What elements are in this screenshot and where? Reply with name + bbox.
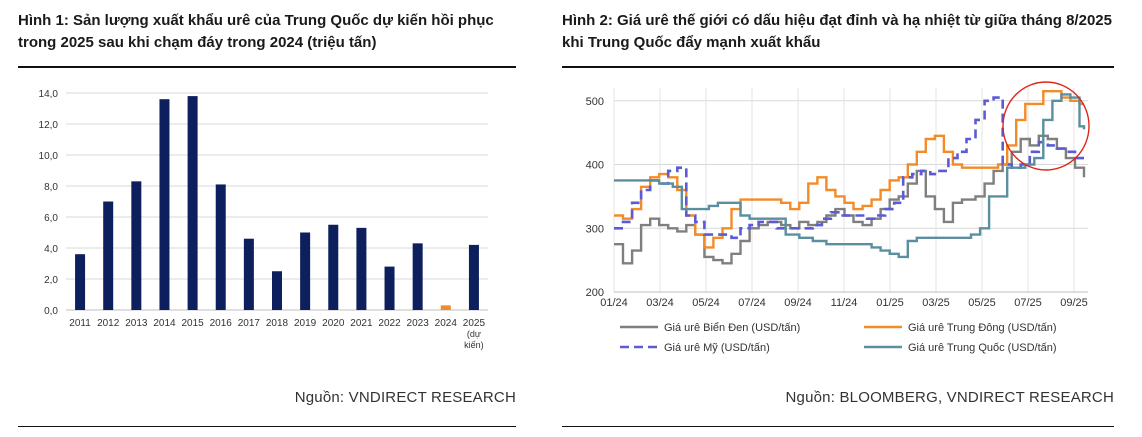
- bar-2016: [215, 184, 226, 310]
- bar-2014: [159, 99, 170, 310]
- y-tick-label: 10,0: [39, 151, 59, 162]
- x-tick-label: 07/24: [738, 297, 766, 309]
- x-tick-label: 05/24: [692, 297, 720, 309]
- legend-label: Giá urê Biển Đen (USD/tấn): [664, 322, 800, 334]
- bar-2013: [131, 181, 142, 310]
- x-tick-label: (dự: [467, 329, 481, 339]
- x-tick-label: 11/24: [831, 297, 858, 309]
- y-tick-label: 8,0: [44, 182, 58, 193]
- peak-highlight-circle: [1002, 81, 1090, 171]
- y-tick-label: 400: [586, 160, 604, 172]
- x-tick-label: 2017: [238, 318, 261, 329]
- bar-2022: [384, 266, 395, 310]
- bar-2020: [328, 224, 339, 310]
- x-tick-label: 2015: [181, 318, 204, 329]
- figure-1-top-rule: [18, 66, 516, 68]
- figure-2-bottom-rule: [562, 426, 1114, 427]
- y-tick-label: 2,0: [44, 275, 58, 286]
- x-tick-label: 2023: [407, 318, 430, 329]
- urea-price-line-chart: 200 300 400 500 01/24 03/24 05/24 07/24 09/24 11/…: [586, 81, 1090, 354]
- x-tick-label: 2011: [69, 318, 91, 329]
- bar-2024: [440, 305, 451, 310]
- x-tick-label: 2019: [294, 318, 317, 329]
- x-tick-label: 03/24: [646, 297, 674, 309]
- x-tick-label: 2020: [322, 318, 345, 329]
- bar-2023: [412, 243, 423, 310]
- y-tick-label: 500: [586, 96, 604, 108]
- x-tick-label: 07/25: [1014, 297, 1042, 309]
- series-line-4: [614, 93, 1086, 259]
- legend-label: Giá urê Trung Đông (USD/tấn): [908, 322, 1057, 334]
- y-tick-label: 200: [586, 287, 604, 299]
- series-line-2: [614, 90, 1084, 249]
- bar-2025: [468, 244, 479, 310]
- y-tick-label: 12,0: [39, 120, 59, 131]
- x-tick-label: 2021: [350, 318, 373, 329]
- legend-label: Giá urê Mỹ (USD/tấn): [664, 342, 770, 354]
- bar-2021: [356, 227, 367, 310]
- x-tick-label: 09/24: [784, 297, 812, 309]
- figure-1-source: Nguồn: VNDIRECT RESEARCH: [294, 389, 516, 406]
- x-tick-label: 03/25: [922, 297, 950, 309]
- export-volume-bar-chart: 0,0 2,0 4,0 6,0 8,0 10,0 12,0 14,0 2011 2012 2013 2…: [39, 89, 488, 350]
- figure-2-source: Nguồn: BLOOMBERG, VNDIRECT RESEARCH: [785, 389, 1114, 406]
- y-tick-label: 4,0: [44, 244, 58, 255]
- x-tick-label: 2013: [125, 318, 148, 329]
- bar-2018: [272, 271, 282, 310]
- x-tick-label: 01/25: [876, 297, 904, 309]
- x-tick-label: 2022: [378, 318, 401, 329]
- figure-2-title: Hình 2: Giá urê thế giới có dấu hiệu đạt…: [562, 12, 1112, 51]
- x-tick-label: 2025: [463, 318, 486, 329]
- x-tick-label: 2016: [210, 318, 233, 329]
- x-tick-label: 05/25: [968, 297, 996, 309]
- figure-1-bottom-rule: [18, 426, 516, 427]
- series-line-3: [614, 96, 1084, 240]
- y-tick-label: 6,0: [44, 213, 58, 224]
- x-tick-label: 09/25: [1060, 297, 1088, 309]
- y-tick-label: 14,0: [39, 89, 59, 100]
- bar-2012: [103, 201, 114, 310]
- y-tick-label: 0,0: [44, 306, 58, 317]
- bar-2011: [75, 254, 86, 310]
- x-tick-label: 01/24: [600, 297, 628, 309]
- legend-label: Giá urê Trung Quốc (USD/tấn): [908, 342, 1057, 354]
- y-tick-label: 300: [586, 223, 604, 235]
- bar-2017: [243, 238, 254, 310]
- bar-2015: [187, 96, 198, 310]
- figure-1-title: Hình 1: Sản lượng xuất khẩu urê của Trun…: [18, 12, 494, 51]
- x-tick-label: 2014: [153, 318, 176, 329]
- bar-2019: [300, 232, 311, 310]
- x-tick-label: 2018: [266, 318, 289, 329]
- figure-2-top-rule: [562, 66, 1114, 68]
- x-tick-label: 2012: [97, 318, 120, 329]
- x-tick-label: 2024: [435, 318, 458, 329]
- x-tick-label: kiến): [464, 340, 484, 350]
